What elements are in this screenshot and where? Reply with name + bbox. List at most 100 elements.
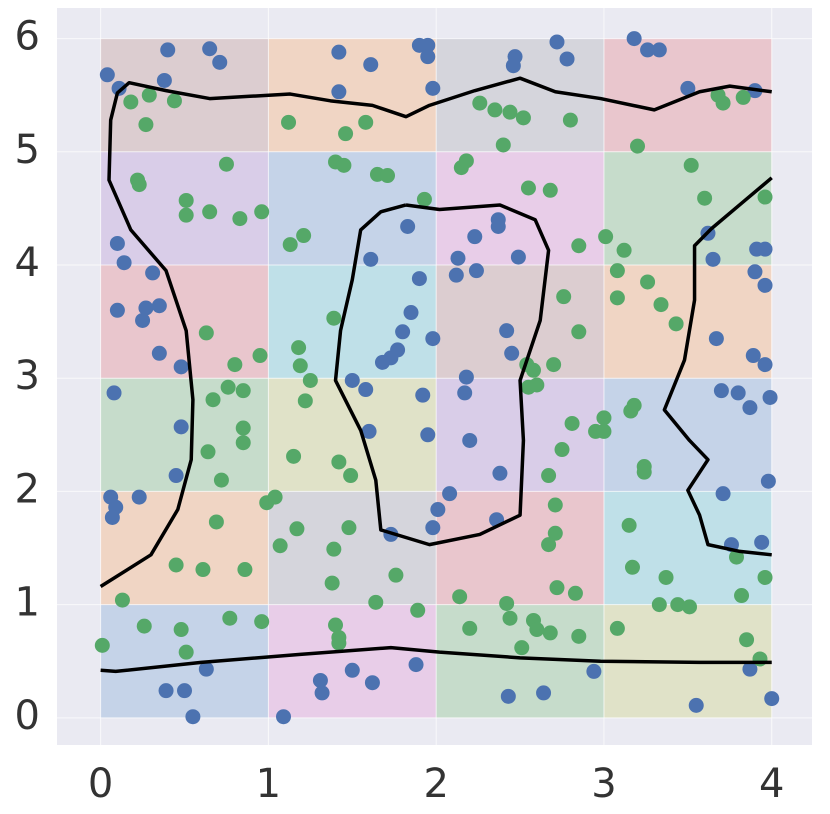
point <box>114 592 130 608</box>
point <box>571 238 587 254</box>
point <box>757 241 773 257</box>
point <box>757 189 773 205</box>
point <box>411 271 427 287</box>
x-tick-label: 1 <box>256 761 281 807</box>
point <box>505 58 521 74</box>
point <box>292 358 308 374</box>
point <box>361 423 377 439</box>
point <box>495 137 511 153</box>
point <box>562 112 578 128</box>
point <box>705 251 721 267</box>
cell <box>100 604 269 718</box>
point <box>525 362 541 378</box>
point <box>462 620 478 636</box>
point <box>151 345 167 361</box>
cell <box>268 604 437 718</box>
point <box>111 80 127 96</box>
y-tick-label: 6 <box>15 14 40 60</box>
point <box>374 354 390 370</box>
point <box>472 95 488 111</box>
point <box>331 635 347 651</box>
point <box>282 237 298 253</box>
point <box>168 468 184 484</box>
point <box>715 486 731 502</box>
point <box>514 640 530 656</box>
point <box>715 95 731 111</box>
point <box>425 331 441 347</box>
point <box>430 502 446 518</box>
point <box>220 379 236 395</box>
point <box>341 520 357 536</box>
point <box>596 423 612 439</box>
point <box>520 180 536 196</box>
point <box>138 117 154 133</box>
point <box>688 697 704 713</box>
point <box>546 357 562 373</box>
point <box>202 41 218 57</box>
point <box>556 289 572 305</box>
point <box>499 595 515 611</box>
point <box>554 442 570 458</box>
point <box>213 472 229 488</box>
point <box>151 298 167 314</box>
cell <box>603 378 772 492</box>
point <box>252 348 268 364</box>
point <box>670 597 686 613</box>
point <box>536 685 552 701</box>
point <box>254 204 270 220</box>
point <box>682 599 698 615</box>
point <box>135 312 151 328</box>
y-tick-label: 2 <box>15 466 40 512</box>
point <box>208 514 224 530</box>
point <box>276 709 291 725</box>
point <box>490 212 506 228</box>
point <box>168 557 184 573</box>
point <box>734 588 750 604</box>
contour-line <box>100 645 772 674</box>
point <box>739 632 755 648</box>
point <box>109 235 125 251</box>
point <box>742 661 758 677</box>
point <box>609 263 625 279</box>
point <box>177 683 193 699</box>
point <box>415 387 431 403</box>
x-tick-label: 3 <box>591 761 616 807</box>
point <box>173 419 189 435</box>
point <box>200 444 216 460</box>
point <box>754 534 770 550</box>
point <box>395 324 411 340</box>
point <box>764 691 780 707</box>
point <box>450 250 466 266</box>
point <box>237 562 253 578</box>
point <box>640 274 656 290</box>
point <box>458 153 474 169</box>
point <box>549 34 565 50</box>
cell <box>603 491 772 605</box>
point <box>94 637 110 653</box>
point <box>640 42 656 58</box>
point <box>420 49 436 65</box>
point <box>296 228 312 244</box>
point <box>106 385 122 401</box>
point <box>760 473 776 489</box>
point <box>331 44 347 60</box>
point <box>680 80 696 96</box>
point <box>222 610 238 626</box>
point <box>380 168 396 184</box>
point <box>166 93 182 109</box>
point <box>658 569 674 585</box>
point <box>400 218 416 234</box>
point <box>571 324 587 340</box>
point <box>586 663 602 679</box>
y-tick-label: 5 <box>15 127 40 173</box>
point <box>420 427 436 443</box>
point <box>762 389 778 405</box>
point <box>542 625 558 641</box>
point <box>227 357 243 373</box>
point <box>462 432 478 448</box>
contour-line <box>662 176 773 557</box>
point <box>442 486 458 502</box>
point <box>388 567 404 583</box>
point <box>541 537 557 553</box>
point <box>326 310 342 326</box>
